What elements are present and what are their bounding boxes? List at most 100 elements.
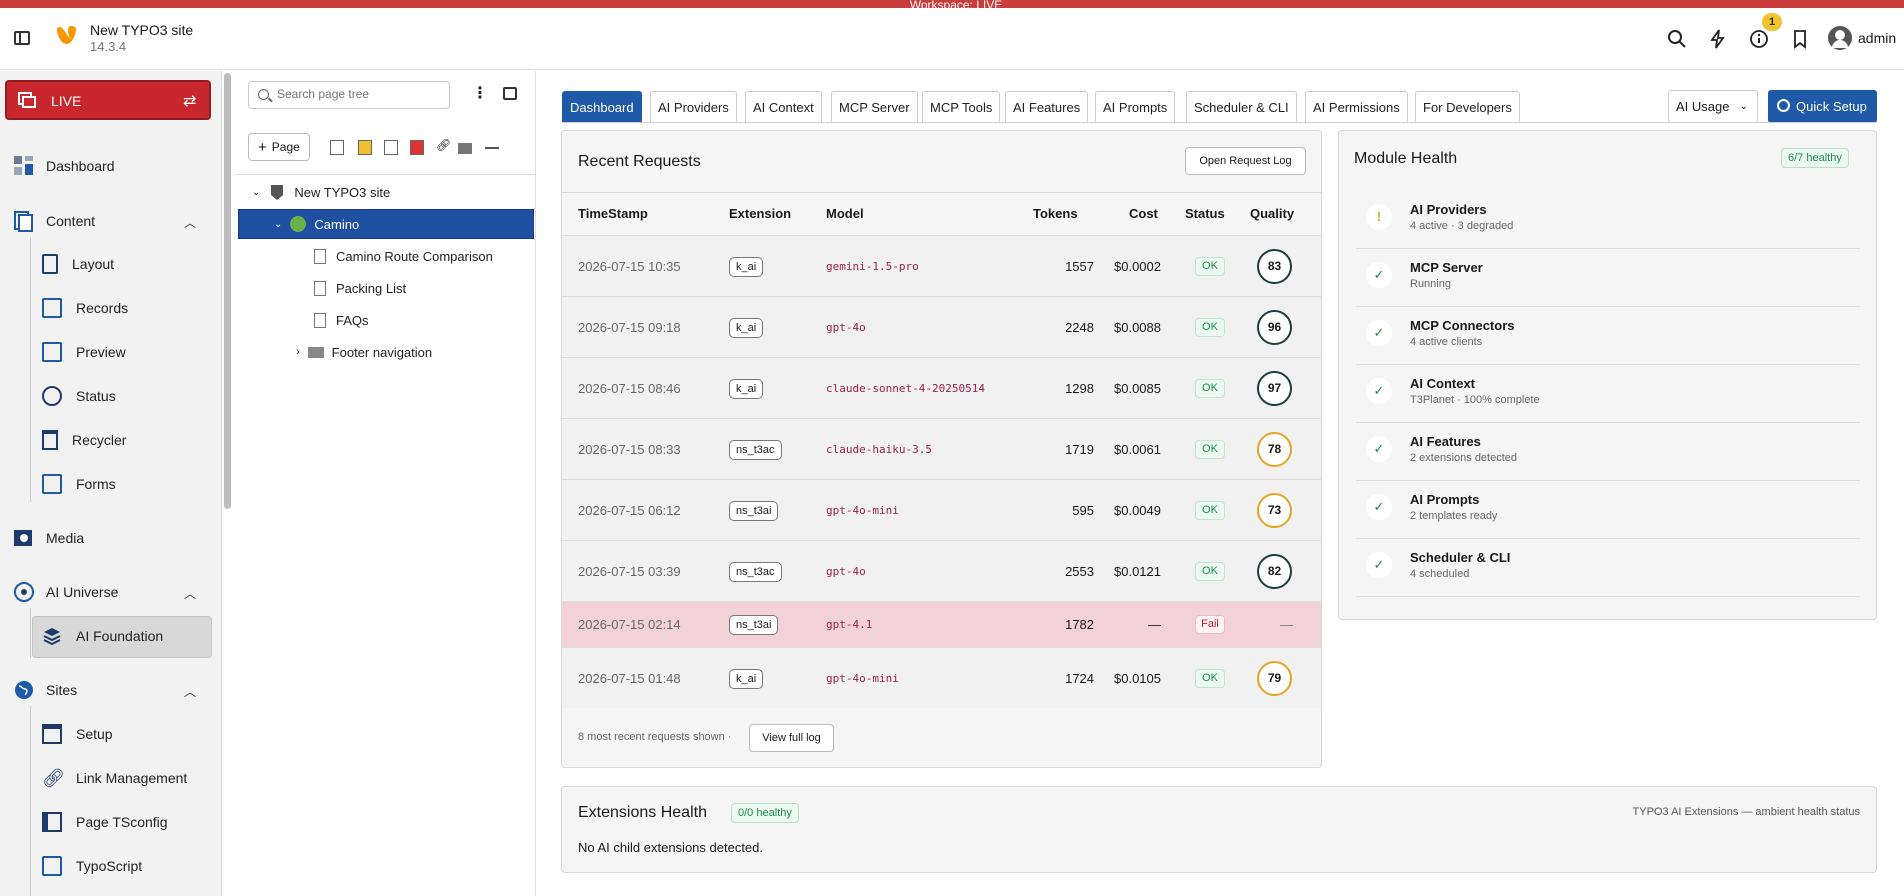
new-page-button[interactable]: + Page (248, 133, 310, 161)
gear-icon (1777, 99, 1790, 112)
page-restricted-icon[interactable] (358, 140, 372, 155)
divider-icon[interactable] (485, 147, 499, 149)
sidebar-item-ai-foundation[interactable]: AI Foundation (42, 621, 163, 651)
sidebar-item-layout[interactable]: Layout (42, 249, 114, 279)
info-icon[interactable] (1748, 28, 1770, 50)
tab-mcp-tools[interactable]: MCP Tools (922, 91, 1001, 122)
page-type-icon[interactable] (330, 140, 344, 155)
tree-node-child[interactable]: Packing List (314, 274, 406, 302)
chevron-up-icon[interactable]: ︿ (184, 685, 197, 699)
page-hidden-icon[interactable] (410, 140, 424, 155)
tab-ai-prompts[interactable]: AI Prompts (1095, 91, 1176, 122)
table-row[interactable]: 2026-07-15 08:46 k_ai claude-sonnet-4-2025… (562, 357, 1321, 418)
cell-timestamp: 2026-07-15 03:39 (578, 564, 681, 579)
table-row[interactable]: 2026-07-15 10:35 k_ai gemini-1.5-pro 1557 $0… (562, 235, 1321, 296)
cell-tokens: 2248 (1065, 320, 1094, 335)
module-health-item[interactable]: ✓ MCP Server Running (1356, 250, 1860, 307)
sidebar-item-media[interactable]: Media (12, 523, 84, 553)
quality-score: 73 (1257, 493, 1292, 528)
link-icon[interactable]: 🔗︎ (436, 138, 452, 152)
ai-usage-dropdown[interactable]: AI Usage ⌄ (1668, 90, 1758, 123)
bookmark-icon[interactable] (1789, 28, 1811, 50)
tab-mcp-server[interactable]: MCP Server (831, 91, 918, 122)
cell-tokens: 1298 (1065, 381, 1094, 396)
tab-ai-context[interactable]: AI Context (745, 91, 822, 122)
sidebar-item-recycler[interactable]: Recycler (42, 425, 126, 455)
module-health-item[interactable]: ✓ AI Context T3Planet · 100% complete (1356, 366, 1860, 423)
collapse-panel-icon[interactable] (503, 87, 517, 100)
check-icon: ✓ (1366, 320, 1392, 346)
tab-for-developers[interactable]: For Developers (1415, 91, 1520, 122)
chevron-right-icon[interactable]: › (296, 346, 300, 358)
chevron-up-icon[interactable]: ︿ (184, 587, 197, 601)
tree-node-selected-bg (238, 209, 534, 239)
folder-icon[interactable] (458, 143, 472, 154)
flash-icon[interactable] (1707, 28, 1729, 50)
chevron-down-icon[interactable]: ⌄ (252, 186, 261, 198)
sidebar-item-sites[interactable]: Sites (12, 675, 77, 705)
sidebar-item-label: TypoScript (76, 858, 143, 874)
layout-icon (42, 254, 58, 274)
plus-icon: + (258, 138, 267, 156)
tab-ai-permissions[interactable]: AI Permissions (1305, 91, 1408, 122)
sidebar-item-forms[interactable]: Forms (42, 469, 116, 499)
tree-node-child[interactable]: FAQs (314, 306, 369, 334)
open-request-log-button[interactable]: Open Request Log (1185, 147, 1306, 175)
avatar[interactable] (1828, 26, 1852, 50)
sidebar-item-link-management[interactable]: 🔗︎ Link Management (42, 763, 187, 793)
sidebar-item-records[interactable]: Records (42, 293, 128, 323)
chevron-up-icon[interactable]: ︿ (184, 216, 197, 230)
sidebar-item-setup[interactable]: Setup (42, 719, 113, 749)
page-tree-search[interactable] (248, 81, 450, 109)
cell-cost: $0.0105 (1114, 671, 1161, 686)
sidebar-toggle-icon[interactable] (14, 31, 30, 45)
sidebar-scrollbar[interactable] (224, 73, 231, 509)
module-health-item[interactable]: ✓ AI Prompts 2 templates ready (1356, 482, 1860, 539)
tree-node-footer[interactable]: › Footer navigation (296, 338, 432, 366)
tree-node-child[interactable]: Camino Route Comparison (314, 242, 493, 270)
chevron-down-icon[interactable]: ⌄ (274, 218, 283, 230)
table-row[interactable]: 2026-07-15 09:18 k_ai gpt-4o 2248 $0.0088 OK 9… (562, 296, 1321, 357)
quick-setup-button[interactable]: Quick Setup (1768, 90, 1877, 123)
workspace-icon (18, 92, 36, 108)
tab-scheduler-cli[interactable]: Scheduler & CLI (1186, 91, 1297, 122)
cell-timestamp: 2026-07-15 01:48 (578, 671, 681, 686)
sidebar-item-status[interactable]: Status (42, 381, 116, 411)
sidebar-item-label: Records (76, 300, 129, 316)
module-health-item[interactable]: ✓ MCP Connectors 4 active clients (1356, 308, 1860, 365)
table-row[interactable]: 2026-07-15 03:39 ns_t3ac gpt-4o 2553 $0.0121… (562, 540, 1321, 601)
extensions-health-badge: 0/0 healthy (731, 803, 799, 823)
sidebar-item-preview[interactable]: Preview (42, 337, 126, 367)
module-health-item[interactable]: ✓ AI Features 2 extensions detected (1356, 424, 1860, 481)
more-options-icon[interactable]: ⋮ (472, 85, 488, 102)
typo3-site-icon (271, 185, 284, 200)
tree-node-root[interactable]: ⌄ New TYPO3 site (252, 178, 390, 206)
sidebar-item-page-tsconfig[interactable]: Page TSconfig (42, 807, 168, 837)
folder-icon (307, 346, 324, 358)
sidebar-item-typoscript[interactable]: TypoScript (42, 851, 142, 881)
module-desc: 2 extensions detected (1410, 452, 1518, 464)
table-row[interactable]: 2026-07-15 01:48 k_ai gpt-4o-mini 1724 $0.01… (562, 647, 1321, 708)
sidebar-item-dashboard[interactable]: Dashboard (12, 151, 115, 181)
live-workspace-button[interactable]: LIVE ⇄ (5, 80, 211, 120)
tree-node-camino[interactable]: ⌄ Camino (274, 210, 359, 238)
sidebar-item-content[interactable]: Content (12, 206, 95, 236)
sidebar-item-ai-universe[interactable]: AI Universe (12, 577, 118, 607)
tab-ai-features[interactable]: AI Features (1005, 91, 1089, 122)
swap-icon[interactable]: ⇄ (183, 93, 197, 110)
page-shortcut-icon[interactable] (384, 140, 398, 155)
tab-dashboard[interactable]: Dashboard (562, 91, 642, 122)
search-icon[interactable] (1666, 28, 1688, 50)
module-desc: 4 active clients (1410, 336, 1483, 348)
extension-badge: k_ai (729, 379, 764, 399)
view-full-log-button[interactable]: View full log (749, 724, 834, 752)
module-health-item[interactable]: ✓ Scheduler & CLI 4 scheduled (1356, 540, 1860, 597)
module-health-item[interactable]: ! AI Providers 4 active · 3 degraded (1356, 192, 1860, 249)
table-row[interactable]: 2026-07-15 02:14 ns_t3ai gpt-4.1 1782 — Fail — (562, 601, 1321, 647)
table-row[interactable]: 2026-07-15 08:33 ns_t3ac claude-haiku-3.5 1… (562, 418, 1321, 479)
username[interactable]: admin (1858, 30, 1897, 46)
header-divider (562, 192, 1321, 193)
search-input[interactable] (277, 87, 442, 101)
table-row[interactable]: 2026-07-15 06:12 ns_t3ai gpt-4o-mini 595 $0.… (562, 479, 1321, 540)
tab-ai-providers[interactable]: AI Providers (650, 91, 737, 122)
